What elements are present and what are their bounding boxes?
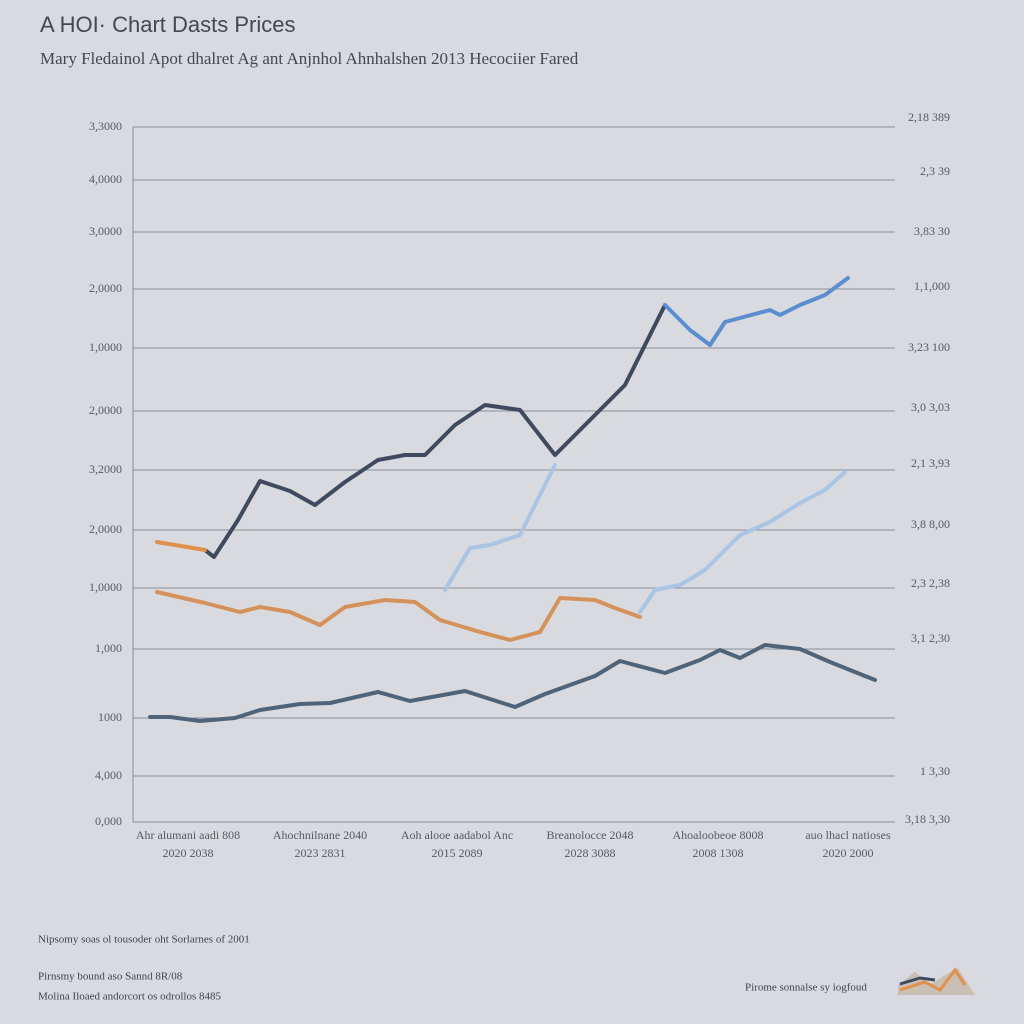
- line-series: [155, 590, 642, 642]
- logo-shape: [898, 968, 975, 995]
- footnote: Nipsomy soas ol tousoder oht Sorlarnes o…: [38, 934, 250, 946]
- y-tick-label: 3,2000: [89, 462, 122, 476]
- y2-tick-label: 3,23 100: [908, 340, 950, 354]
- y2-tick-label: 2,1 3,93: [911, 456, 950, 470]
- x-tick-sublabel: 2015 2089: [432, 846, 483, 860]
- x-tick-label: Breanolocce 2048: [547, 828, 634, 842]
- y-tick-label: 3,3000: [89, 119, 122, 133]
- x-tick-label: Ahr alumani aadi 808: [136, 828, 240, 842]
- y2-tick-label: 2,3 39: [920, 164, 950, 178]
- y2-tick-label: 2,3 2,38: [911, 576, 950, 590]
- line-series: [155, 540, 207, 552]
- y-tick-label: 3,0000: [89, 224, 122, 238]
- logo-line: [899, 976, 936, 986]
- x-tick-sublabel: 2023 2831: [295, 846, 346, 860]
- y-tick-label: 4,0000: [89, 172, 122, 186]
- y-tick-label: 1000: [98, 710, 122, 724]
- line-series: [148, 643, 877, 723]
- y-tick-label: 1,0000: [89, 340, 122, 354]
- y-tick-label: 2,0000: [89, 403, 122, 417]
- x-tick-label: Aoh alooe aadabol Anc: [401, 828, 513, 842]
- y-tick-label: 4,000: [95, 768, 122, 782]
- y-tick-label: 0,000: [95, 814, 122, 828]
- y2-tick-label: 3,8 8,00: [911, 517, 950, 531]
- chart-subtitle: Mary Fledainol Apot dhalret Ag ant Anjnh…: [40, 49, 579, 68]
- y-tick-label: 1,0000: [89, 580, 122, 594]
- x-tick-label: Ahoaloobeoe 8008: [673, 828, 764, 842]
- line-series: [203, 303, 667, 559]
- line-series: [638, 470, 847, 614]
- logo: [898, 967, 975, 995]
- x-tick-sublabel: 2008 1308: [693, 846, 744, 860]
- x-tick-label: auo lhacl natioses: [805, 828, 891, 842]
- y2-tick-label: 3,18 3,30: [905, 812, 950, 826]
- footnote: Pirnsmy bound aso Sannd 8R/08: [38, 971, 183, 983]
- y2-tick-label: 2,18 389: [908, 110, 950, 124]
- x-tick-sublabel: 2020 2038: [163, 846, 214, 860]
- footnote: Molina Iloaed andorcort os odrollos 8485: [38, 991, 221, 1003]
- x-tick-label: Ahochnilnane 2040: [273, 828, 367, 842]
- y-tick-label: 2,0000: [89, 281, 122, 295]
- line-series: [663, 276, 850, 347]
- chart-title: A HOI· Chart Dasts Prices: [40, 12, 296, 37]
- line-series: [443, 463, 557, 592]
- y2-tick-label: 3,0 3,03: [911, 400, 950, 414]
- logo-line: [899, 967, 967, 992]
- x-tick-sublabel: 2020 2000: [823, 846, 874, 860]
- x-tick-sublabel: 2028 3088: [565, 846, 616, 860]
- y2-tick-label: 3,1 2,30: [911, 631, 950, 645]
- y2-tick-label: 1,1,000: [914, 279, 950, 293]
- y2-tick-label: 3,83 30: [914, 224, 950, 238]
- credit: Pirome sonnalse sy iogfoud: [745, 982, 867, 994]
- y2-tick-label: 1 3,30: [920, 764, 950, 778]
- y-tick-label: 2,0000: [89, 522, 122, 536]
- y-tick-label: 1,000: [95, 641, 122, 655]
